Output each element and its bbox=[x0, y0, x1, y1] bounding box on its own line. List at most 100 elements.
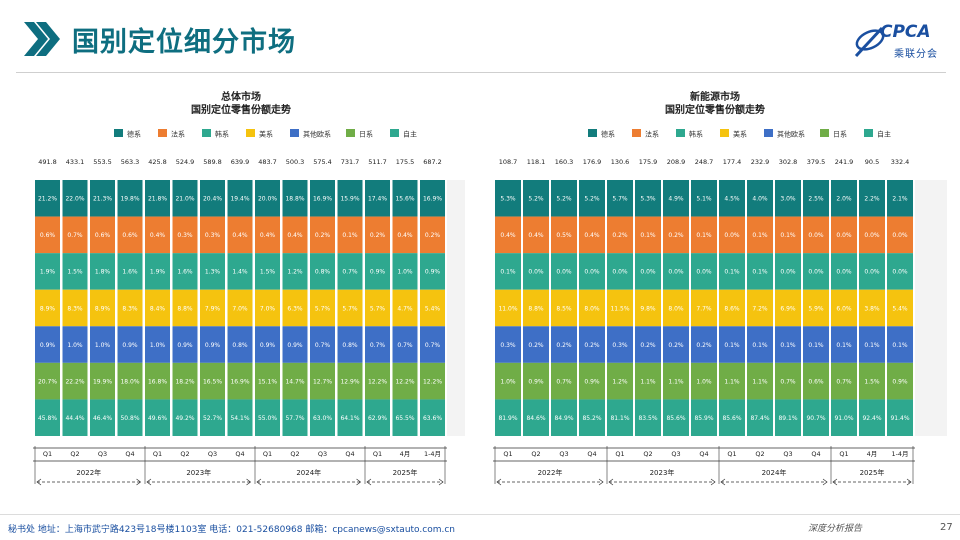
bar-segment bbox=[117, 180, 143, 217]
year-label: 2023年 bbox=[186, 468, 211, 477]
data-label: 0.3% bbox=[177, 232, 193, 239]
total-label: 433.1 bbox=[66, 158, 85, 166]
bar-segment bbox=[310, 362, 335, 400]
data-label: 8.5% bbox=[556, 305, 572, 312]
bar-segment bbox=[227, 216, 253, 254]
data-label: 0.2% bbox=[315, 232, 331, 239]
data-label: 0.0% bbox=[724, 232, 740, 239]
total-label: 589.8 bbox=[203, 158, 222, 166]
bar-segment bbox=[607, 399, 633, 436]
data-label: 17.4% bbox=[368, 196, 387, 203]
year-label: 2022年 bbox=[538, 468, 563, 477]
legend-label: 韩系 bbox=[689, 130, 703, 139]
bar-segment bbox=[523, 289, 549, 327]
year-arrow-left bbox=[608, 478, 614, 486]
data-label: 0.2% bbox=[668, 342, 684, 349]
bar-segment bbox=[607, 289, 633, 327]
data-label: 2.1% bbox=[892, 196, 908, 203]
data-label: 0.8% bbox=[315, 269, 331, 276]
chart-subtitle: 国别定位零售份额走势 bbox=[191, 103, 291, 116]
legend-label: 美系 bbox=[733, 130, 747, 139]
bar-segment bbox=[719, 180, 745, 217]
data-label: 0.8% bbox=[232, 342, 248, 349]
data-label: 0.1% bbox=[780, 232, 796, 239]
data-label: 2.5% bbox=[808, 196, 824, 203]
bar-segment bbox=[227, 253, 253, 290]
bar-segment bbox=[145, 180, 170, 217]
x-tick-label: Q1 bbox=[153, 450, 162, 458]
bar-segment bbox=[62, 289, 88, 327]
bar-segment bbox=[551, 253, 577, 290]
legend-swatch bbox=[820, 129, 829, 137]
bar-segment bbox=[420, 253, 445, 290]
bar-segment bbox=[282, 253, 308, 290]
data-label: 0.9% bbox=[177, 342, 193, 349]
data-label: 0.9% bbox=[528, 378, 544, 385]
data-label: 8.3% bbox=[122, 305, 138, 312]
total-label: 687.2 bbox=[423, 158, 442, 166]
bar-segment bbox=[227, 362, 253, 400]
bar-segment bbox=[172, 362, 198, 400]
year-label-bg bbox=[647, 467, 677, 477]
data-label: 0.3% bbox=[500, 342, 516, 349]
bar-segment bbox=[495, 289, 521, 327]
data-label: 46.4% bbox=[93, 415, 112, 422]
plot-background bbox=[915, 180, 947, 436]
bar-segment bbox=[551, 362, 577, 400]
bar-segment bbox=[607, 326, 633, 363]
legend-label: 德系 bbox=[601, 130, 615, 139]
footer: 秘书处 地址：上海市武宁路423号18号楼1103室 电话：021-526809… bbox=[0, 514, 960, 540]
bar-segment bbox=[62, 216, 88, 254]
bar-segment bbox=[887, 399, 913, 436]
bar-segment bbox=[663, 216, 689, 254]
footer-tagline: 深度分析报告 bbox=[808, 524, 863, 534]
data-label: 4.5% bbox=[724, 196, 740, 203]
bar-segment bbox=[859, 362, 885, 400]
data-label: 1.1% bbox=[640, 378, 656, 385]
data-label: 0.1% bbox=[752, 269, 768, 276]
data-label: 4.9% bbox=[668, 196, 684, 203]
x-tick-label: Q4 bbox=[587, 450, 596, 458]
bar-segment bbox=[495, 180, 521, 217]
footer-address: 秘书处 地址：上海市武宁路423号18号楼1103室 电话：021-526809… bbox=[8, 525, 456, 535]
x-tick-label: 1-4月 bbox=[891, 450, 908, 458]
data-label: 1.0% bbox=[150, 342, 166, 349]
legend-label: 法系 bbox=[171, 130, 185, 139]
data-label: 5.4% bbox=[425, 305, 441, 312]
bar-segment bbox=[310, 216, 335, 254]
bar-segment bbox=[747, 362, 773, 400]
data-label: 8.0% bbox=[668, 305, 684, 312]
data-label: 85.6% bbox=[666, 415, 685, 422]
bar-segment bbox=[523, 399, 549, 436]
data-label: 0.1% bbox=[724, 269, 740, 276]
data-label: 0.1% bbox=[780, 342, 796, 349]
data-label: 1.9% bbox=[150, 269, 166, 276]
bar-segment bbox=[255, 216, 280, 254]
data-label: 0.0% bbox=[808, 269, 824, 276]
data-label: 0.4% bbox=[232, 232, 248, 239]
bar-segment bbox=[887, 326, 913, 363]
data-label: 0.0% bbox=[668, 269, 684, 276]
data-label: 0.6% bbox=[95, 232, 111, 239]
data-label: 0.0% bbox=[864, 269, 880, 276]
data-label: 0.7% bbox=[315, 342, 331, 349]
legend-swatch bbox=[764, 129, 773, 137]
data-label: 1.1% bbox=[668, 378, 684, 385]
bar-segment bbox=[775, 180, 801, 217]
bar-segment bbox=[90, 399, 115, 436]
data-label: 91.4% bbox=[890, 415, 909, 422]
data-label: 0.0% bbox=[696, 269, 712, 276]
data-label: 7.9% bbox=[205, 305, 221, 312]
bar-segment bbox=[607, 362, 633, 400]
data-label: 0.4% bbox=[150, 232, 166, 239]
data-label: 0.0% bbox=[892, 269, 908, 276]
total-label: 177.4 bbox=[723, 158, 742, 166]
bar-segment bbox=[747, 326, 773, 363]
x-tick-label: Q2 bbox=[70, 450, 79, 458]
bar-segment bbox=[719, 253, 745, 290]
bar-segment bbox=[887, 180, 913, 217]
data-label: 0.0% bbox=[808, 232, 824, 239]
bar-segment bbox=[887, 253, 913, 290]
double-chevron-icon bbox=[24, 22, 60, 56]
legend-label: 其他欧系 bbox=[777, 130, 805, 139]
